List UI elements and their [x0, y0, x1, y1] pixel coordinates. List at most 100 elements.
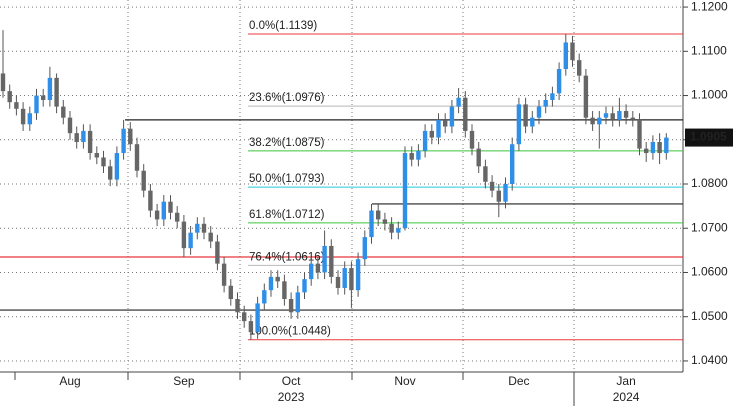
candle-body	[275, 276, 280, 282]
fib-label: 61.8%(1.0712)	[249, 209, 325, 221]
candle-body	[402, 153, 408, 229]
candle-body	[664, 137, 669, 154]
candle-body	[476, 148, 481, 167]
candle-body	[315, 263, 321, 273]
candle-body	[161, 201, 166, 220]
candle-body	[114, 153, 120, 180]
candle-body	[121, 128, 126, 154]
candle-body	[128, 128, 133, 145]
fib-label: 23.6%(1.0976)	[249, 92, 325, 104]
candle-body	[168, 201, 173, 213]
candle-body	[617, 111, 622, 120]
candle-body	[483, 166, 488, 182]
fib-label: 50.0%(1.0793)	[249, 173, 325, 185]
candle-body	[288, 299, 294, 313]
candle-body	[67, 117, 73, 134]
candle-body	[14, 102, 19, 109]
last-price-label: 1.0905	[690, 130, 727, 144]
candle-body	[422, 130, 428, 151]
y-tick-label: 1.0500	[691, 309, 728, 323]
candle-body	[429, 130, 434, 138]
candle-body	[503, 184, 508, 202]
candle-body	[570, 42, 575, 61]
candle-body	[268, 276, 274, 291]
candle-body	[329, 245, 334, 277]
y-tick-label: 1.0400	[691, 353, 728, 367]
candle-body	[355, 259, 361, 291]
candle-body	[20, 108, 26, 125]
candle-body	[463, 97, 468, 131]
candle-body	[376, 210, 381, 220]
candle-body	[456, 97, 461, 107]
candle-body	[188, 232, 193, 249]
candle-body	[262, 290, 267, 304]
candle-body	[54, 77, 59, 107]
candle-body	[583, 75, 589, 118]
candle-body	[34, 95, 39, 114]
candle-body	[469, 130, 475, 149]
candle-body	[550, 93, 555, 100]
candle-body	[449, 106, 455, 127]
candle-body	[349, 268, 354, 291]
candle-body	[443, 119, 448, 127]
candle-body	[208, 232, 213, 242]
candle-body	[215, 241, 220, 264]
candle-body	[248, 321, 254, 333]
candle-body	[637, 119, 642, 149]
candle-body	[523, 104, 528, 127]
candle-body	[577, 60, 582, 76]
fib-label: 0.0%(1.1139)	[249, 20, 317, 32]
candle-body	[630, 117, 635, 120]
x-tick-label: Dec	[508, 374, 529, 388]
candle-body	[489, 181, 495, 191]
candle-body	[41, 95, 46, 100]
y-tick-label: 1.1200	[691, 0, 728, 13]
candle-body	[0, 73, 6, 92]
candle-body	[657, 141, 662, 154]
candle-body	[510, 144, 515, 185]
candle-body	[255, 303, 260, 333]
x-tick-label: Aug	[59, 374, 80, 388]
candle-body	[309, 263, 314, 280]
candle-body	[516, 104, 522, 145]
candle-body	[87, 130, 93, 154]
fib-label: 100.0%(1.0448)	[249, 326, 331, 338]
candle-body	[496, 190, 501, 202]
candle-body	[302, 279, 307, 293]
candle-body	[27, 113, 32, 125]
x-year-label: 2024	[613, 390, 640, 404]
y-tick-label: 1.0800	[691, 176, 728, 190]
x-tick-label: Nov	[394, 374, 415, 388]
y-tick-label: 1.0600	[691, 265, 728, 279]
candle-body	[389, 223, 394, 233]
candle-body	[543, 99, 548, 107]
candle-body	[409, 153, 414, 160]
candle-body	[101, 157, 106, 167]
candle-body	[228, 285, 233, 300]
candle-body	[94, 153, 99, 158]
x-tick-label: Sep	[173, 374, 195, 388]
x-tick-label: Jan	[616, 374, 635, 388]
candle-body	[436, 119, 441, 138]
candle-body	[530, 117, 535, 127]
y-tick-label: 1.1000	[691, 88, 728, 102]
candle-body	[148, 190, 153, 211]
candle-body	[181, 221, 187, 249]
candle-body	[108, 166, 113, 180]
candle-body	[610, 113, 615, 120]
candle-body	[61, 106, 66, 118]
candle-body	[396, 228, 401, 233]
candle-body	[282, 281, 287, 300]
candle-body	[362, 237, 367, 260]
candle-body	[221, 263, 227, 286]
candle-body	[322, 245, 327, 273]
candle-body	[597, 117, 602, 125]
y-tick-label: 1.1100	[691, 43, 727, 57]
candle-body	[154, 210, 160, 220]
fib-label: 38.2%(1.0875)	[249, 137, 325, 149]
candle-body	[563, 42, 568, 70]
candle-body	[235, 299, 240, 313]
candle-body	[644, 148, 649, 154]
x-year-label: 2023	[278, 390, 305, 404]
